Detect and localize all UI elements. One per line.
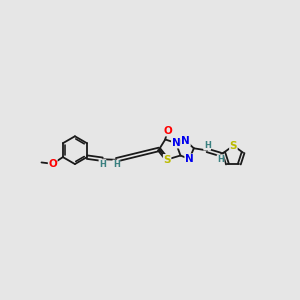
Text: N: N [182,136,190,146]
Text: S: S [230,141,237,151]
Text: H: H [217,155,224,164]
Text: H: H [204,141,211,150]
Text: O: O [163,126,172,136]
Text: S: S [164,154,171,164]
Text: N: N [185,154,194,164]
Text: O: O [48,159,57,169]
Text: H: H [99,160,106,169]
Text: H: H [113,160,120,169]
Text: N: N [172,138,180,148]
